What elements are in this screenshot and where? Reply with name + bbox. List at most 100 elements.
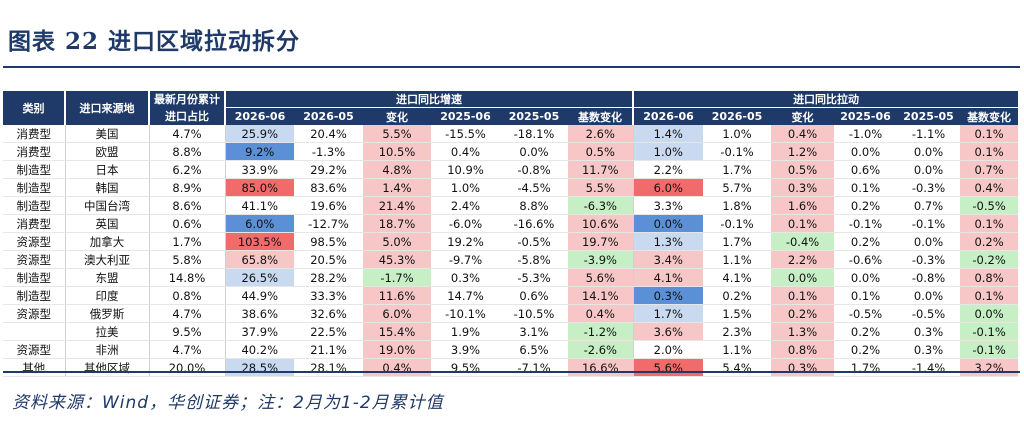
region-cell: 加拿大	[64, 232, 149, 251]
col-header-share-line1: 最新月份累计	[148, 91, 225, 108]
type-cell: 制造型	[3, 268, 65, 287]
growth-cell: 1.4%	[363, 178, 431, 197]
growth-cell: 19.7%	[568, 232, 634, 251]
growth-cell: -1.3%	[294, 142, 363, 161]
pull-cell: 0.7%	[897, 196, 961, 215]
pull-cell: 0.1%	[960, 214, 1019, 233]
growth-cell: 37.9%	[224, 322, 294, 341]
growth-cell: -16.6%	[500, 214, 568, 233]
type-cell: 消费型	[3, 214, 65, 233]
pull-cell: 1.3%	[771, 322, 835, 341]
growth-cell: 103.5%	[224, 232, 294, 251]
growth-cell: -5.3%	[500, 268, 568, 287]
growth-cell: 22.5%	[294, 322, 363, 341]
growth-cell: -18.1%	[500, 125, 568, 143]
growth-cell: 25.9%	[224, 125, 294, 143]
region-cell: 东盟	[64, 268, 149, 287]
pull-cell: 1.5%	[703, 304, 772, 323]
pull-cell: 0.6%	[834, 160, 898, 179]
region-cell: 澳大利亚	[64, 250, 149, 269]
growth-cell: -6.0%	[431, 214, 500, 233]
growth-cell: 0.4%	[431, 142, 500, 161]
growth-cell: 4.8%	[363, 160, 431, 179]
growth-cell: -0.8%	[500, 160, 568, 179]
pull-cell: 1.8%	[703, 196, 772, 215]
region-cell: 中国台湾	[64, 196, 149, 215]
pull-cell: 4.1%	[703, 268, 772, 287]
growth-cell: 18.7%	[363, 214, 431, 233]
growth-col-header: 2026-06	[224, 107, 294, 125]
col-header-share-line2: 进口占比	[148, 107, 225, 125]
pull-cell: 0.0%	[771, 268, 835, 287]
share-cell: 5.8%	[148, 250, 225, 269]
pull-cell: 2.0%	[632, 340, 704, 359]
pull-cell: 0.1%	[834, 178, 898, 197]
pull-cell: 5.4%	[703, 358, 772, 377]
pull-col-header: 2026-05	[703, 107, 772, 125]
pull-cell: 0.0%	[834, 142, 898, 161]
table-row: 拉美 9.5% 37.9% 22.5% 15.4% 1.9% 3.1% -1.2% 3.6% 2.…	[3, 322, 1019, 341]
top-rule	[3, 66, 1020, 68]
region-cell: 韩国	[64, 178, 149, 197]
figure-title: 图表 22 进口区域拉动拆分	[8, 28, 301, 55]
group-header-growth: 进口同比增速	[223, 91, 634, 108]
pull-col-header: 2025-05	[897, 107, 961, 125]
bottom-rule	[3, 371, 1020, 373]
growth-cell: 0.5%	[568, 142, 634, 161]
pull-cell: 0.2%	[960, 232, 1019, 251]
pull-cell: 0.3%	[632, 286, 704, 305]
share-cell: 8.9%	[148, 178, 225, 197]
pull-cell: 0.1%	[771, 286, 835, 305]
pull-cell: 0.2%	[834, 232, 898, 251]
growth-cell: -3.9%	[568, 250, 634, 269]
pull-cell: 5.7%	[703, 178, 772, 197]
pull-col-header: 变化	[771, 107, 835, 125]
table-row: 资源型 加拿大 1.7% 103.5% 98.5% 5.0% 19.2% -0.5% 19.7%…	[3, 232, 1019, 251]
table-row: 制造型 中国台湾 8.6% 41.1% 19.6% 21.4% 2.4% 8.8% -6.3% 3…	[3, 196, 1019, 215]
pull-cell: 0.8%	[960, 268, 1019, 287]
growth-cell: 21.4%	[363, 196, 431, 215]
table-row: 资源型 俄罗斯 4.7% 38.6% 32.6% 6.0% -10.1% -10.5% 0.4%…	[3, 304, 1019, 323]
pull-cell: 0.2%	[834, 196, 898, 215]
pull-cell: -0.1%	[897, 214, 961, 233]
pull-cell: 0.3%	[771, 358, 835, 377]
pull-cell: -0.5%	[960, 196, 1019, 215]
type-cell: 消费型	[3, 125, 65, 143]
pull-cell: 1.1%	[703, 340, 772, 359]
growth-cell: -15.5%	[431, 125, 500, 143]
pull-cell: 0.1%	[834, 286, 898, 305]
pull-cell: 1.0%	[632, 142, 704, 161]
growth-cell: 10.5%	[363, 142, 431, 161]
pull-cell: 1.7%	[703, 160, 772, 179]
growth-cell: -9.7%	[431, 250, 500, 269]
growth-cell: 5.5%	[568, 178, 634, 197]
growth-cell: 16.6%	[568, 358, 634, 377]
pull-cell: 3.3%	[632, 196, 704, 215]
pull-cell: 1.4%	[632, 125, 704, 143]
share-cell: 4.7%	[148, 125, 225, 143]
pull-cell: 0.0%	[834, 268, 898, 287]
growth-cell: -12.7%	[294, 214, 363, 233]
pull-cell: 0.0%	[897, 142, 961, 161]
growth-cell: -1.7%	[363, 268, 431, 287]
pull-cell: -0.3%	[897, 250, 961, 269]
pull-cell: -0.1%	[703, 214, 772, 233]
region-cell: 俄罗斯	[64, 304, 149, 323]
region-cell: 美国	[64, 125, 149, 143]
growth-cell: 9.5%	[431, 358, 500, 377]
growth-cell: 65.8%	[224, 250, 294, 269]
growth-cell: 10.9%	[431, 160, 500, 179]
pull-cell: -0.1%	[960, 322, 1019, 341]
pull-col-header: 2026-06	[632, 107, 704, 125]
growth-cell: 98.5%	[294, 232, 363, 251]
growth-cell: 20.4%	[294, 125, 363, 143]
pull-cell: 0.2%	[771, 304, 835, 323]
growth-cell: 28.5%	[224, 358, 294, 377]
group-header-pull: 进口同比拉动	[632, 91, 1019, 108]
growth-cell: 11.6%	[363, 286, 431, 305]
region-cell: 拉美	[64, 322, 149, 341]
table-row: 消费型 美国 4.7% 25.9% 20.4% 5.5% -15.5% -18.1% 2.6% 1…	[3, 125, 1019, 143]
pull-cell: -0.8%	[897, 268, 961, 287]
growth-cell: 33.3%	[294, 286, 363, 305]
growth-cell: -7.1%	[500, 358, 568, 377]
